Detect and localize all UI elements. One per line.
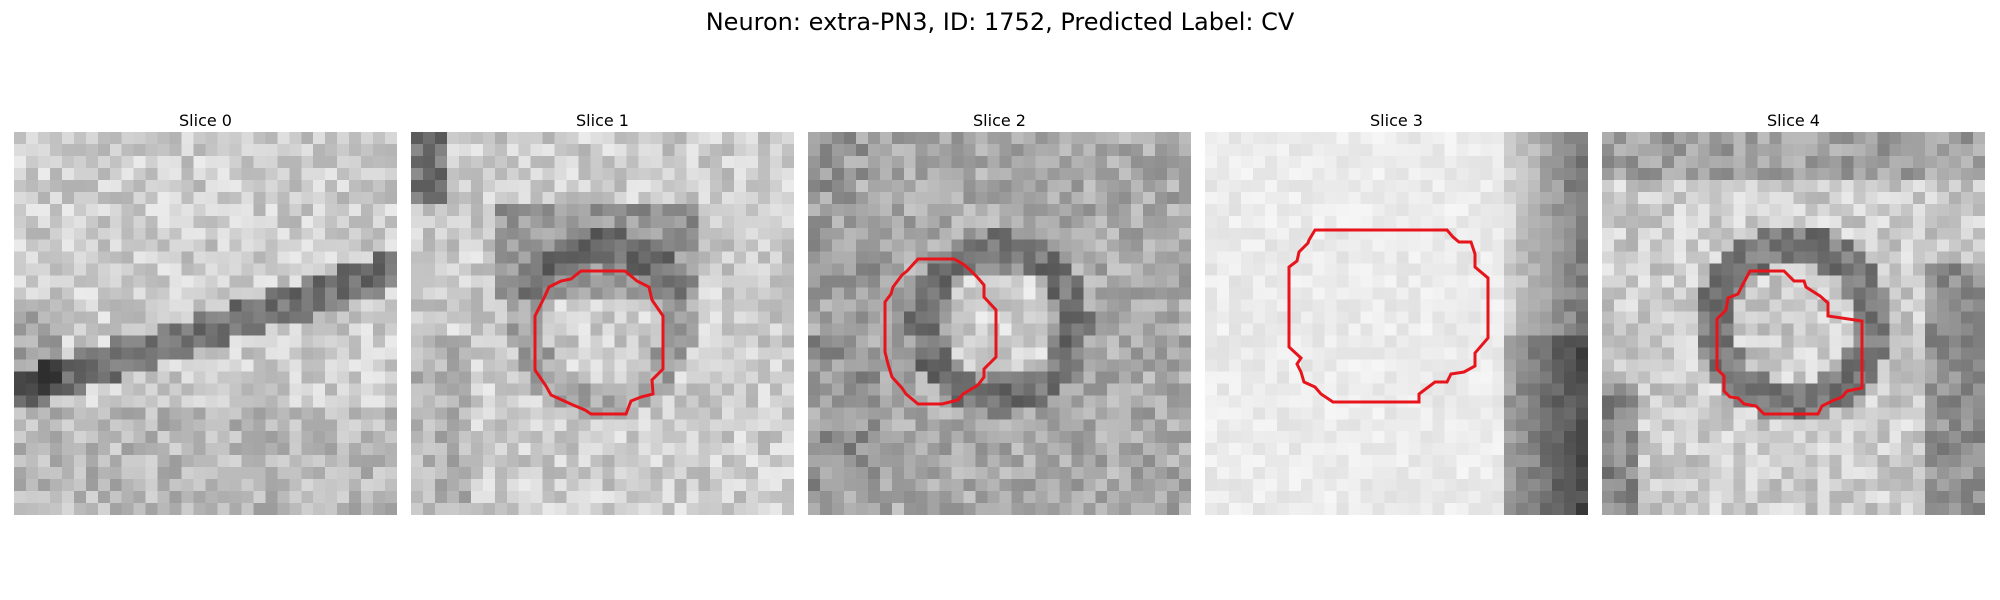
slice-image [1602, 132, 1985, 515]
segmentation-contour [1287, 228, 1490, 404]
slice-title: Slice 4 [1767, 111, 1820, 130]
contour-outline [533, 269, 665, 416]
slice-title: Slice 1 [576, 111, 629, 130]
panel-slice-0: Slice 0 [14, 110, 397, 515]
contour-outline [1287, 228, 1490, 404]
contour-outline [883, 257, 998, 406]
slice-title: Slice 2 [973, 111, 1026, 130]
panel-slice-1: Slice 1 [411, 110, 794, 515]
segmentation-contour [883, 257, 998, 406]
segmentation-contour [533, 269, 665, 416]
segmentation-contour [1715, 269, 1864, 416]
figure-title: Neuron: extra-PN3, ID: 1752, Predicted L… [705, 8, 1295, 36]
slice-image [411, 132, 794, 515]
slice-image [1205, 132, 1588, 515]
slice-image [14, 132, 397, 515]
contour-outline [1715, 269, 1864, 416]
slice-title: Slice 0 [179, 111, 232, 130]
em-image [14, 132, 397, 515]
em-image [808, 132, 1191, 515]
panel-slice-2: Slice 2 [808, 110, 1191, 515]
panel-slice-4: Slice 4 [1602, 110, 1985, 515]
em-image [411, 132, 794, 515]
em-image [1602, 132, 1985, 515]
em-image [1205, 132, 1588, 515]
panel-slice-3: Slice 3 [1205, 110, 1588, 515]
slice-image [808, 132, 1191, 515]
slice-title: Slice 3 [1370, 111, 1423, 130]
